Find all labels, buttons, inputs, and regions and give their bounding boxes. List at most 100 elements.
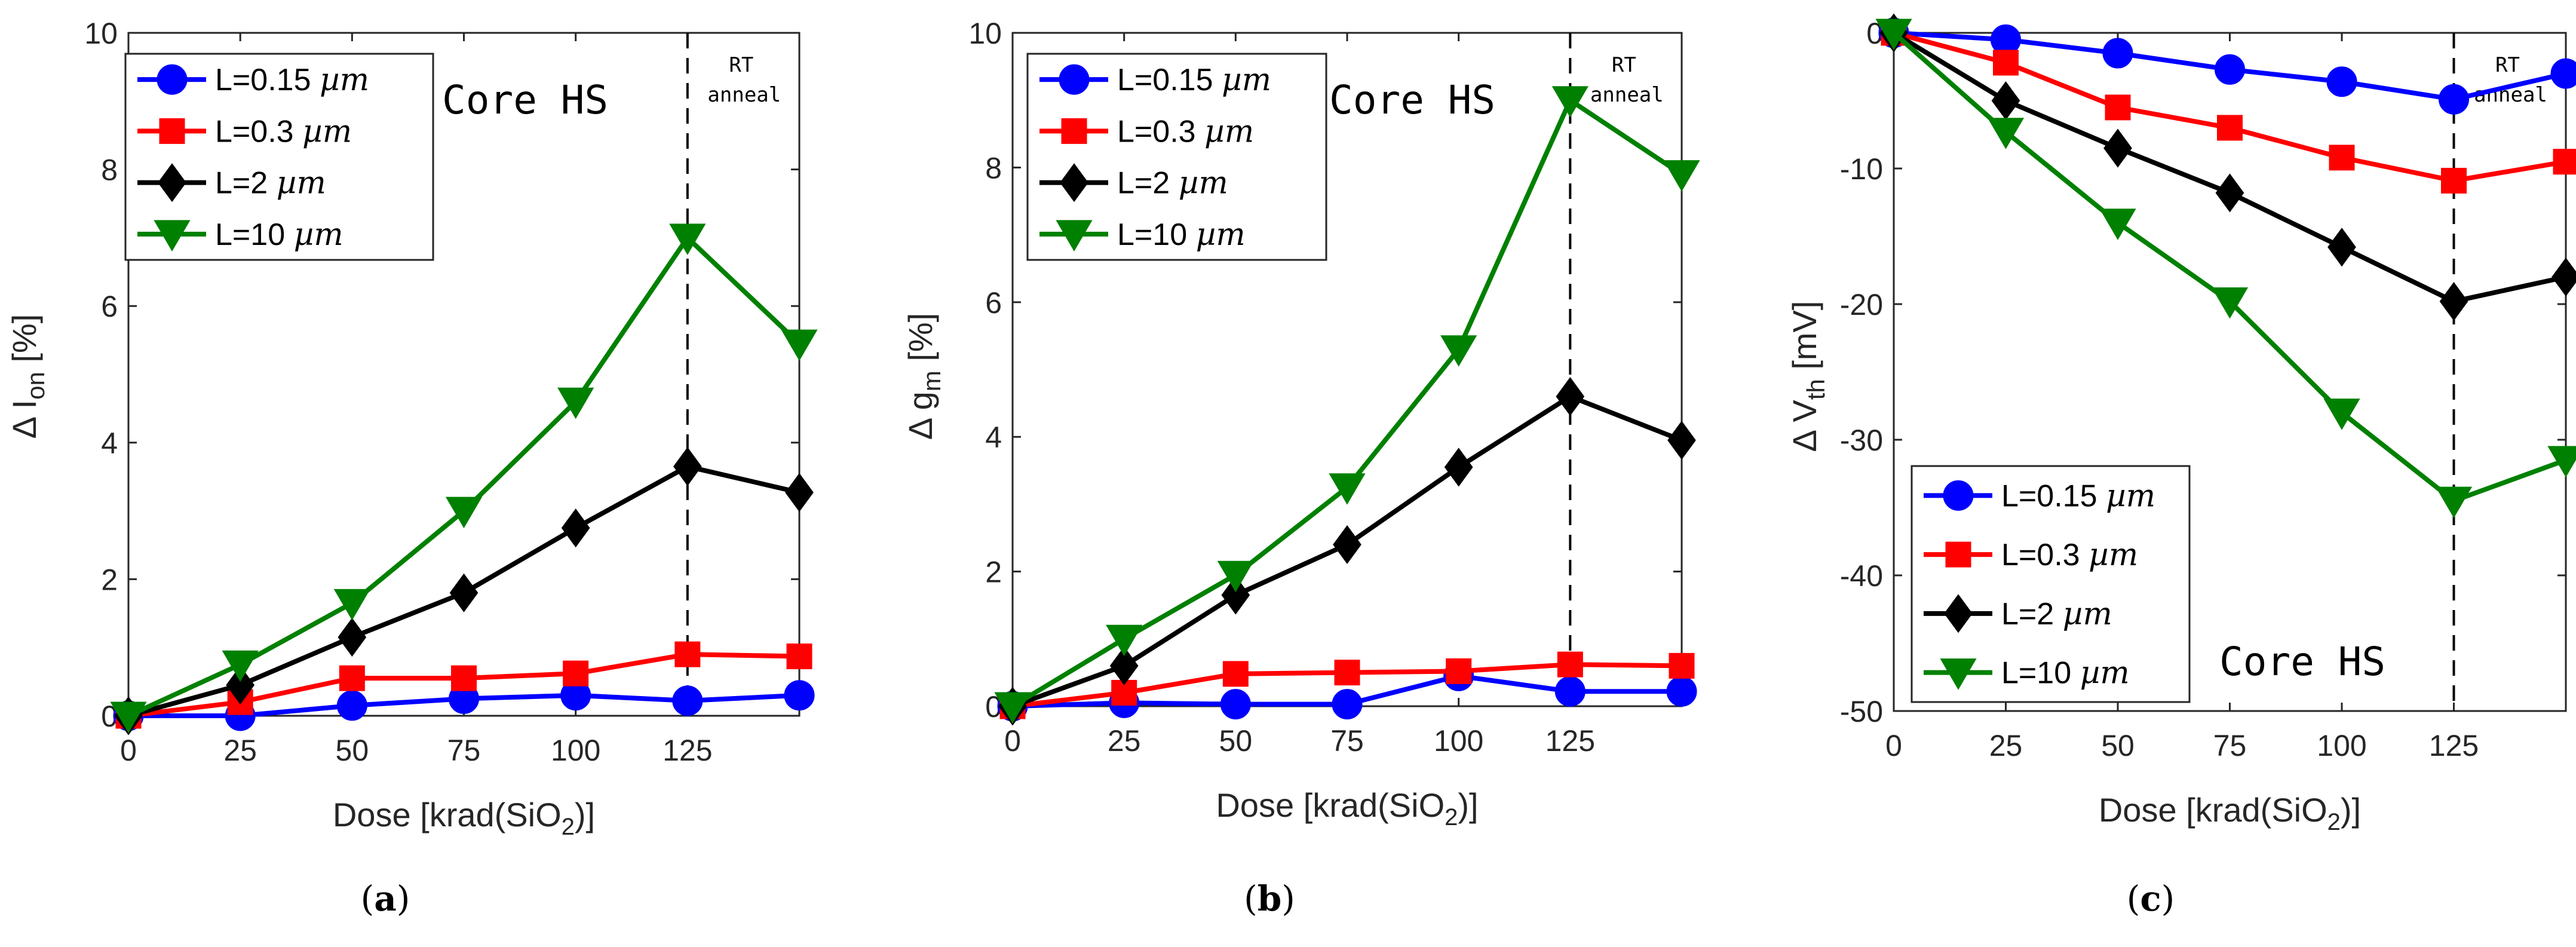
- x-axis-label: Dose [krad(SiO2)]: [2099, 791, 2361, 835]
- x-tick-label: 75: [447, 734, 481, 767]
- data-point: [2435, 486, 2473, 519]
- data-point: [2323, 399, 2360, 430]
- y-tick-label: -50: [1840, 695, 1883, 728]
- data-point: [1334, 660, 1360, 686]
- y-tick-label: 10: [84, 17, 118, 50]
- data-point: [333, 589, 370, 621]
- data-point: [338, 618, 367, 657]
- y-tick-label: -10: [1840, 152, 1883, 186]
- x-tick-label: 0: [1004, 724, 1021, 758]
- data-point: [222, 650, 259, 682]
- core-hs-annotation: Core HS: [442, 77, 608, 123]
- data-point: [1332, 689, 1363, 720]
- data-point: [2211, 287, 2249, 319]
- y-tick-label: 4: [101, 427, 118, 460]
- data-point: [785, 473, 814, 512]
- data-point: [1446, 658, 1472, 684]
- data-point: [673, 447, 702, 486]
- data-point: [561, 508, 590, 548]
- series-l-0-3-m: [1881, 20, 2576, 194]
- y-tick-label: 8: [101, 154, 118, 187]
- data-point: [445, 497, 483, 529]
- series-l-0-3-m: [999, 651, 1695, 719]
- y-tick-label: 6: [985, 286, 1002, 320]
- x-tick-label: 125: [663, 734, 712, 767]
- data-point: [2327, 228, 2356, 267]
- data-point: [2329, 145, 2355, 171]
- data-point: [994, 692, 1031, 724]
- data-point: [2099, 209, 2136, 240]
- legend-marker: [154, 220, 191, 252]
- legend-marker: [1945, 541, 1971, 568]
- y-tick-label: 2: [101, 563, 118, 596]
- data-point: [2550, 58, 2576, 89]
- data-point: [1551, 86, 1588, 118]
- legend: L=0.15 µm L=0.3 µm L=2 µm L=10 µm: [1910, 465, 2191, 703]
- legend-label: L=10 µm: [1117, 217, 1246, 253]
- data-point: [1556, 377, 1585, 416]
- core-hs-annotation: Core HS: [2219, 639, 2385, 685]
- data-point: [451, 665, 477, 691]
- data-point: [1217, 560, 1254, 593]
- y-axis-label: Δ Vth [mV]: [1786, 301, 1830, 452]
- series-l-10-m: [1875, 19, 2576, 519]
- data-point: [449, 573, 479, 612]
- anneal-label: anneal: [707, 83, 781, 107]
- caption-a: (a): [360, 878, 410, 919]
- data-point: [669, 223, 706, 255]
- data-point: [2215, 173, 2244, 213]
- data-point: [1440, 335, 1477, 367]
- y-tick-label: -30: [1840, 424, 1883, 457]
- rt-label: RT: [729, 53, 753, 77]
- data-point: [2102, 38, 2133, 69]
- data-point: [2441, 167, 2467, 194]
- data-point: [672, 685, 703, 716]
- x-tick-label: 125: [2429, 729, 2479, 762]
- data-point: [2217, 115, 2243, 141]
- data-point: [1875, 19, 1912, 50]
- data-point: [1106, 624, 1143, 657]
- x-tick-label: 0: [120, 734, 137, 767]
- legend-marker: [157, 64, 188, 95]
- data-point: [2326, 66, 2357, 97]
- legend-label: L=0.15 µm: [2001, 478, 2155, 514]
- x-tick-label: 0: [1885, 729, 1902, 762]
- data-point: [1987, 118, 2025, 149]
- x-tick-label: 100: [2317, 729, 2366, 762]
- data-point: [2439, 84, 2469, 115]
- y-tick-label: 8: [985, 151, 1002, 185]
- y-tick-label: 4: [985, 421, 1002, 454]
- legend-marker: [1940, 658, 1977, 690]
- legend-label: L=2 µm: [215, 166, 326, 201]
- data-point: [563, 660, 589, 687]
- legend-marker: [1059, 64, 1090, 95]
- y-axis-label: Δ gm [%]: [901, 313, 946, 440]
- data-point: [336, 690, 367, 721]
- data-point: [2553, 149, 2576, 175]
- x-tick-label: 25: [223, 734, 257, 767]
- series-l-10-m: [994, 86, 1700, 724]
- data-point: [1554, 676, 1586, 707]
- y-tick-label: 6: [101, 290, 118, 323]
- y-tick-label: -40: [1840, 559, 1883, 593]
- data-point: [339, 665, 365, 691]
- x-tick-label: 75: [1330, 724, 1364, 758]
- legend: L=0.15 µm L=0.3 µm L=2 µm L=10 µm: [124, 53, 434, 261]
- data-point: [1991, 81, 2020, 121]
- data-point: [2105, 94, 2131, 121]
- data-point: [2103, 128, 2132, 168]
- x-tick-label: 25: [1108, 724, 1141, 758]
- x-tick-label: 125: [1545, 724, 1595, 758]
- y-tick-label: 2: [985, 556, 1002, 589]
- data-point: [1557, 651, 1583, 678]
- data-point: [781, 329, 818, 361]
- x-tick-label: 75: [2213, 729, 2247, 762]
- data-point: [1991, 24, 2021, 55]
- caption-b: (b): [1244, 878, 1295, 919]
- data-point: [1667, 421, 1696, 460]
- legend-label: L=2 µm: [2001, 596, 2112, 632]
- data-point: [1444, 448, 1473, 487]
